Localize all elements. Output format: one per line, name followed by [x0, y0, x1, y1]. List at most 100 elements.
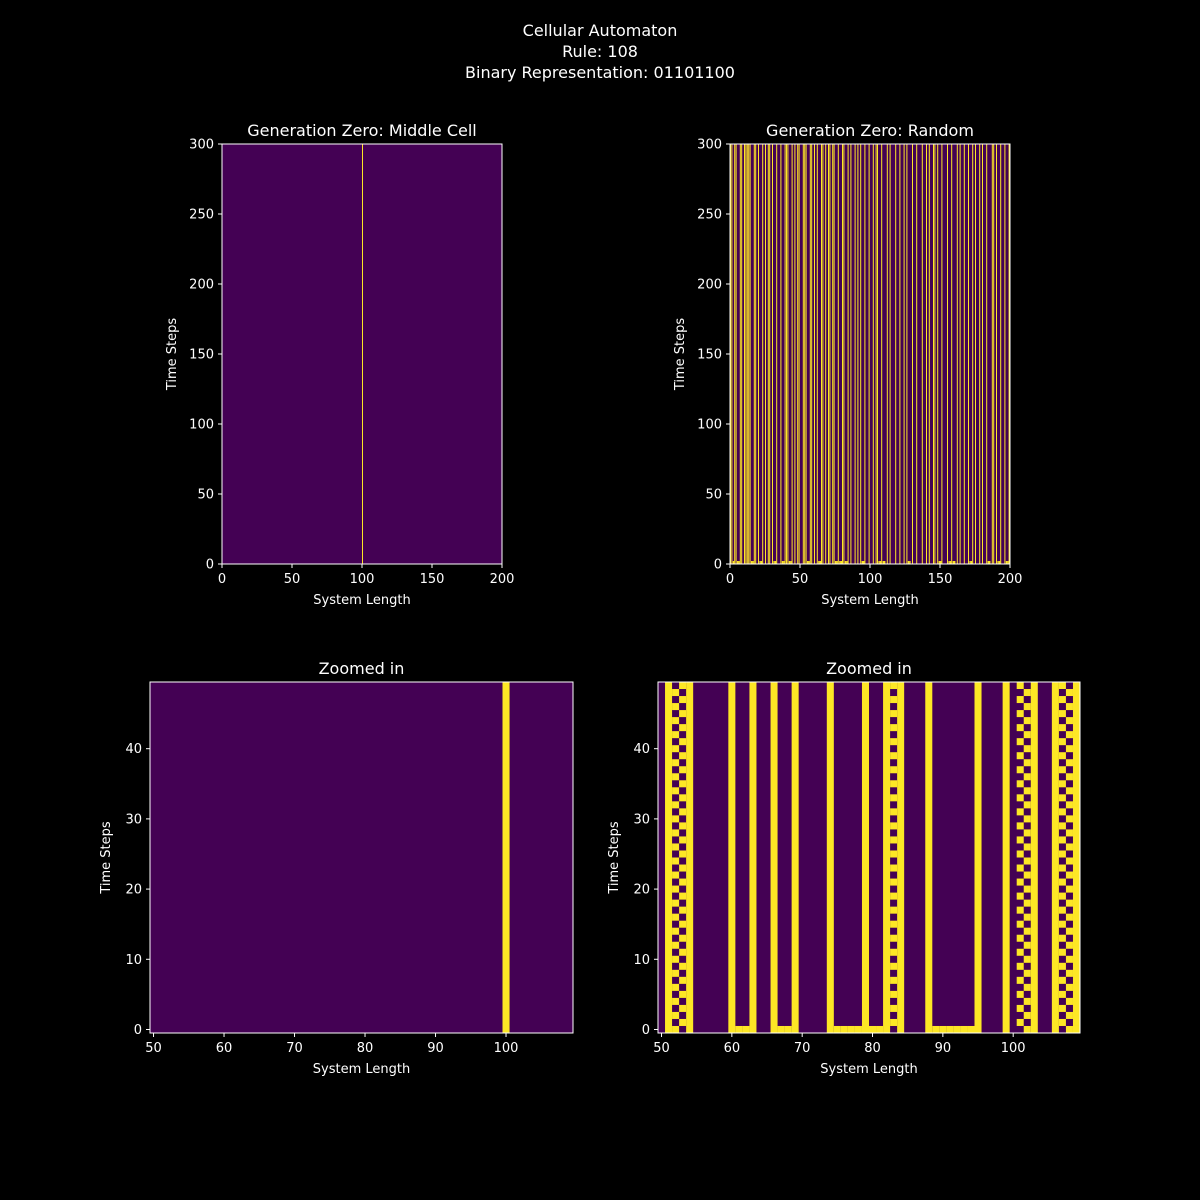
- checker-cell: [1016, 878, 1024, 886]
- x-tick-label: 200: [490, 572, 515, 587]
- checker-cell: [1023, 717, 1031, 725]
- checker-cell: [672, 899, 680, 907]
- checker-cell: [1016, 1004, 1024, 1012]
- initial-cell: [907, 561, 910, 564]
- checker-cell: [672, 689, 680, 697]
- y-tick-label: 0: [134, 1023, 142, 1038]
- alive-column: [847, 144, 849, 564]
- checker-cell: [1016, 990, 1024, 998]
- alive-column: [739, 144, 741, 564]
- axes-frame: [657, 681, 1081, 1034]
- y-tick-label: 50: [197, 488, 214, 503]
- checker-cell: [1016, 766, 1024, 774]
- checker-cell: [890, 752, 898, 760]
- checker-cell: [672, 955, 680, 963]
- x-tick-label: 50: [792, 572, 809, 587]
- initial-cell: [760, 561, 763, 564]
- checker-cell: [672, 843, 680, 851]
- alive-column: [979, 144, 981, 564]
- x-tick-label: 50: [145, 1041, 162, 1056]
- checker-cell: [1016, 710, 1024, 718]
- checker-cell: [1023, 815, 1031, 823]
- alive-column: [972, 144, 974, 564]
- alive-column: [951, 144, 953, 564]
- alive-column: [814, 144, 815, 564]
- checker-cell: [672, 941, 680, 949]
- checker-cell: [1023, 871, 1031, 879]
- checker-cell: [1058, 724, 1066, 732]
- checker-cell: [672, 717, 680, 725]
- checker-cell: [1065, 843, 1073, 851]
- initial-cell: [970, 561, 973, 564]
- subplot-title: Zoomed in: [826, 659, 912, 678]
- checker-cell: [679, 962, 687, 970]
- alive-column: [809, 144, 811, 564]
- checker-cell: [890, 948, 898, 956]
- checker-cell: [1023, 913, 1031, 921]
- checker-cell: [1065, 815, 1073, 823]
- initial-cell: [882, 561, 884, 564]
- checker-cell: [1016, 864, 1024, 872]
- checker-cell: [890, 1004, 898, 1012]
- checker-cell: [679, 1018, 687, 1026]
- alive-column: [968, 144, 969, 564]
- checker-cell: [1016, 962, 1024, 970]
- y-tick-label: 0: [206, 558, 214, 573]
- alive-column: [798, 144, 800, 564]
- checker-cell: [672, 829, 680, 837]
- initial-cell: [742, 1025, 750, 1033]
- initial-cell: [869, 1025, 877, 1033]
- alive-column: [728, 682, 736, 1033]
- x-tick-label: 90: [935, 1041, 952, 1056]
- x-tick-label: 70: [286, 1041, 303, 1056]
- alive-column: [1008, 144, 1010, 564]
- initial-cell: [1072, 1025, 1080, 1033]
- checker-cell: [679, 752, 687, 760]
- checker-cell: [672, 815, 680, 823]
- checker-cell: [1065, 871, 1073, 879]
- initial-cell: [967, 1025, 975, 1033]
- initial-cell: [840, 561, 842, 564]
- alive-column: [941, 144, 943, 564]
- x-axis-label: System Length: [313, 593, 410, 608]
- alive-column: [883, 682, 891, 1033]
- alive-column: [850, 144, 852, 564]
- y-tick-label: 200: [189, 278, 214, 293]
- y-tick-label: 250: [697, 208, 722, 223]
- checker-cell: [1065, 829, 1073, 837]
- alive-column: [959, 144, 961, 564]
- alive-column: [975, 144, 976, 564]
- initial-cell: [987, 561, 989, 564]
- x-tick-label: 100: [858, 572, 883, 587]
- checker-cell: [679, 808, 687, 816]
- checker-cell: [890, 766, 898, 774]
- checker-cell: [1058, 836, 1066, 844]
- checker-cell: [1065, 969, 1073, 977]
- checker-cell: [890, 808, 898, 816]
- initial-cell: [759, 561, 761, 564]
- initial-cell: [737, 561, 739, 564]
- alive-column: [877, 144, 878, 564]
- alive-column: [748, 144, 750, 564]
- initial-cell: [751, 561, 753, 564]
- alive-column: [947, 144, 948, 564]
- x-tick-label: 150: [420, 572, 445, 587]
- alive-column: [826, 682, 834, 1033]
- checker-cell: [672, 773, 680, 781]
- y-axis-label: Time Steps: [673, 318, 688, 392]
- checker-cell: [1016, 682, 1024, 690]
- y-tick-label: 150: [189, 348, 214, 363]
- checker-cell: [672, 969, 680, 977]
- initial-cell: [948, 561, 950, 564]
- checker-cell: [679, 906, 687, 914]
- alive-column: [762, 144, 764, 564]
- initial-cell: [938, 561, 940, 564]
- checker-cell: [1058, 696, 1066, 704]
- checker-cell: [1023, 703, 1031, 711]
- alive-column: [1004, 144, 1006, 564]
- x-tick-label: 100: [494, 1041, 519, 1056]
- subplot-4: 50 60 70 80 90 100 0 10 20 30 40 Zoomed in System Le…: [607, 659, 1081, 1077]
- checker-cell: [1016, 738, 1024, 746]
- checker-cell: [1058, 780, 1066, 788]
- initial-cell: [738, 561, 740, 564]
